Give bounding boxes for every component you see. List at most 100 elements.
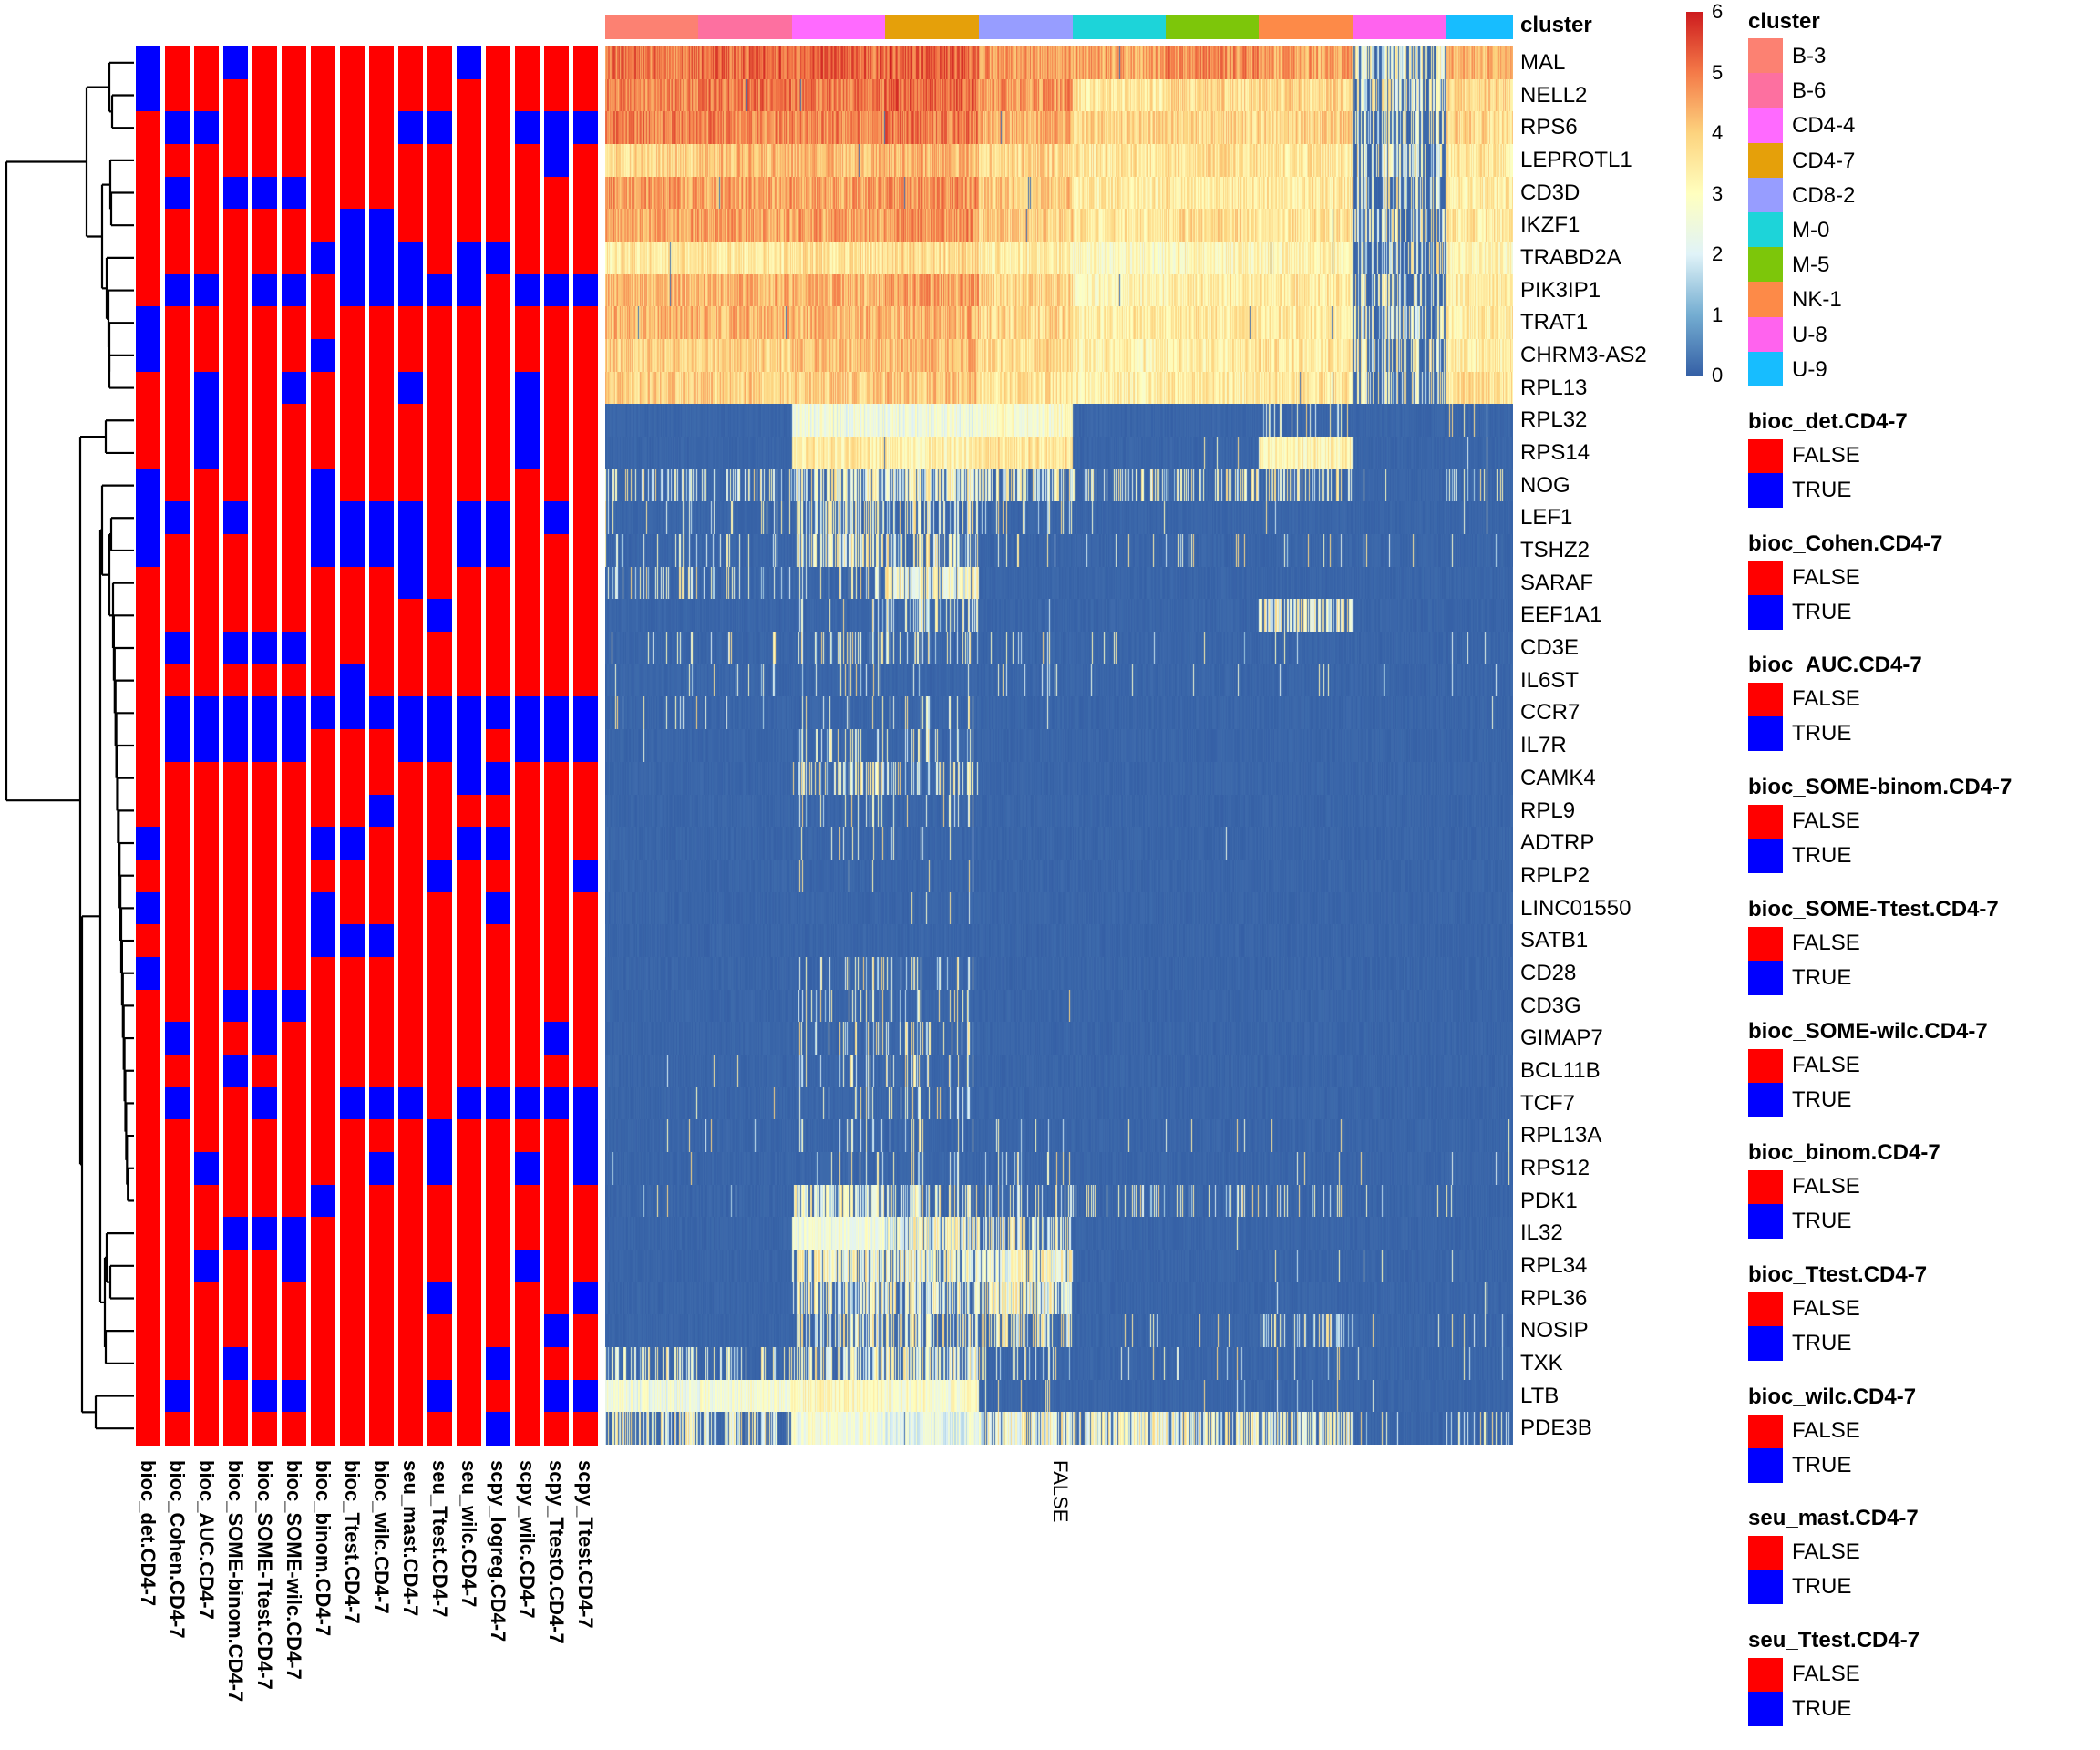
annotation-cell [515, 1282, 540, 1315]
legend-label-true: TRUE [1792, 1452, 1852, 1477]
annotation-cell [486, 632, 510, 665]
annotation-cell [252, 924, 277, 958]
legend-swatch-M-5 [1748, 247, 1783, 283]
annotation-cell [369, 1151, 394, 1186]
annotation-cell [252, 209, 277, 242]
annotation-cell [311, 209, 335, 242]
annotation-cell [136, 306, 160, 340]
annotation-cell [369, 827, 394, 860]
annotation-cell [457, 664, 481, 698]
annotation-cell [369, 989, 394, 1023]
annotation-cell [194, 1086, 219, 1120]
annotation-cell [573, 632, 598, 665]
annotation-cell [340, 599, 365, 633]
annotation-cell [136, 437, 160, 470]
annotation-cell [486, 1249, 510, 1283]
annotation-cell [369, 1184, 394, 1218]
annotation-cell [486, 1346, 510, 1381]
annotation-cell [223, 1314, 248, 1348]
annotation-cell [136, 111, 160, 145]
annotation-cell [340, 273, 365, 307]
annotation-cell [165, 534, 190, 568]
annotation-cell [427, 1054, 452, 1088]
annotation-cell [515, 371, 540, 405]
annotation-cell [165, 306, 190, 340]
gene-label: NELL2 [1520, 82, 1588, 108]
annotation-cell [369, 501, 394, 535]
annotation-cell [486, 1412, 510, 1446]
annotation-cell [252, 761, 277, 796]
legend-swatch-M-0 [1748, 212, 1783, 248]
annotation-cell [340, 46, 365, 80]
annotation-cell [573, 404, 598, 438]
annotation-cell [427, 1346, 452, 1381]
annotation-cell [136, 891, 160, 925]
annotation-column-label: bioc_Ttest.CD4-7 [341, 1460, 364, 1624]
annotation-cell [311, 339, 335, 373]
annotation-cell [252, 1054, 277, 1088]
annotation-cell [515, 1184, 540, 1218]
annotation-cell [486, 1217, 510, 1251]
annotation-cell [573, 78, 598, 112]
annotation-cell [223, 339, 248, 373]
annotation-cell [369, 273, 394, 307]
heatmap-row-GIMAP7 [605, 1022, 1513, 1055]
annotation-cell [282, 1314, 306, 1348]
annotation-cell [311, 664, 335, 698]
boolean-legend-title: bioc_AUC.CD4-7 [1748, 653, 1922, 678]
annotation-cell [223, 78, 248, 112]
annotation-cell [136, 1086, 160, 1120]
annotation-cell [165, 273, 190, 307]
annotation-cell [427, 1314, 452, 1348]
annotation-cell [340, 1412, 365, 1446]
annotation-cell [252, 273, 277, 307]
annotation-cell [515, 859, 540, 893]
annotation-cell [398, 176, 423, 210]
boolean-legend-title: bioc_binom.CD4-7 [1748, 1140, 1940, 1166]
annotation-cell [486, 78, 510, 112]
annotation-cell [194, 242, 219, 275]
annotation-cell [398, 599, 423, 633]
annotation-cell [194, 1022, 219, 1055]
annotation-cell [282, 1249, 306, 1283]
annotation-cell [165, 664, 190, 698]
annotation-cell [165, 1412, 190, 1446]
annotation-cell [311, 1151, 335, 1186]
annotation-cell [165, 1346, 190, 1381]
legend-label-true: TRUE [1792, 1086, 1852, 1112]
annotation-cell [194, 761, 219, 796]
annotation-cell [311, 437, 335, 470]
annotation-cell [252, 891, 277, 925]
annotation-cell [194, 46, 219, 80]
annotation-cell [282, 696, 306, 730]
legend-swatch-true [1748, 473, 1783, 508]
cluster-bar-U-9 [1446, 15, 1513, 39]
annotation-column-label: scpy_TtestO.CD4-7 [545, 1460, 568, 1644]
annotation-cell [194, 1314, 219, 1348]
annotation-cell [223, 501, 248, 535]
annotation-cell [369, 664, 394, 698]
annotation-cell [573, 827, 598, 860]
annotation-cell [340, 144, 365, 178]
annotation-cell [369, 1412, 394, 1446]
annotation-cell [340, 371, 365, 405]
annotation-cell [427, 1184, 452, 1218]
annotation-cell [457, 1151, 481, 1186]
annotation-cell [573, 1151, 598, 1186]
annotation-cell [194, 437, 219, 470]
gene-label: EEF1A1 [1520, 602, 1602, 628]
annotation-cell [311, 1346, 335, 1381]
annotation-cell [252, 1379, 277, 1413]
annotation-cell [252, 1086, 277, 1120]
annotation-cell [165, 468, 190, 503]
annotation-cell [398, 339, 423, 373]
annotation-cell [252, 404, 277, 438]
cluster-legend-title: cluster [1748, 9, 1820, 34]
annotation-cell [457, 78, 481, 112]
legend-label-false: FALSE [1792, 1662, 1860, 1686]
annotation-cell [515, 599, 540, 633]
annotation-cell [252, 1119, 277, 1153]
annotation-cell [311, 956, 335, 991]
annotation-cell [282, 794, 306, 828]
annotation-cell [486, 1379, 510, 1413]
